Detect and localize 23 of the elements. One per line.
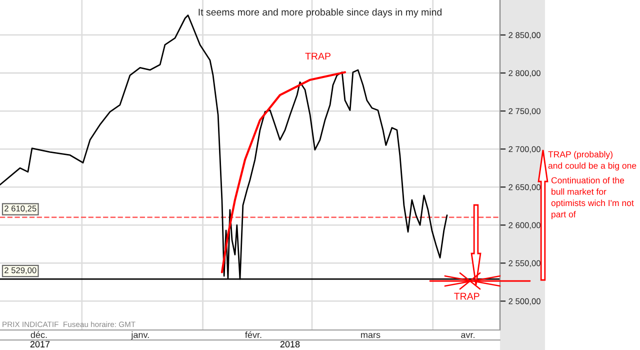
x-tick-label: avr. [461, 333, 474, 338]
annotation: TRAP [454, 292, 480, 300]
y-tick-label: 2 500,00 [508, 298, 540, 306]
y-tick-label: 2 800,00 [508, 70, 540, 78]
x-tick-label: mars [361, 333, 380, 338]
annotation: TRAP [305, 52, 330, 60]
y-tick-label: 2 700,00 [508, 146, 540, 154]
y-tick-label: 2 600,00 [508, 222, 540, 230]
y-tick-label: 2 850,00 [508, 32, 540, 40]
text: Continuation of the bull market for optimists wich I'm not part of [551, 177, 634, 220]
text: 2017 [30, 341, 50, 348]
text: It seems more and more probable since days in my mind [198, 8, 442, 18]
y-tick-label: 2 550,00 [508, 260, 540, 268]
text: 2018 [280, 341, 300, 348]
x-tick-label: févr. [245, 331, 262, 338]
x-tick-label: janv. [130, 331, 149, 340]
text: TRAP (probably) and could be a big one [548, 151, 636, 170]
y-tick-label: 2 750,00 [508, 108, 540, 116]
ref-line-label: 2 610,25 [4, 206, 36, 212]
ref-line-label: 2 529,00 [4, 267, 36, 274]
y-tick-label: 2 650,00 [508, 184, 540, 192]
line-series [220, 71, 346, 274]
x-tick-label: déc. [30, 331, 47, 338]
